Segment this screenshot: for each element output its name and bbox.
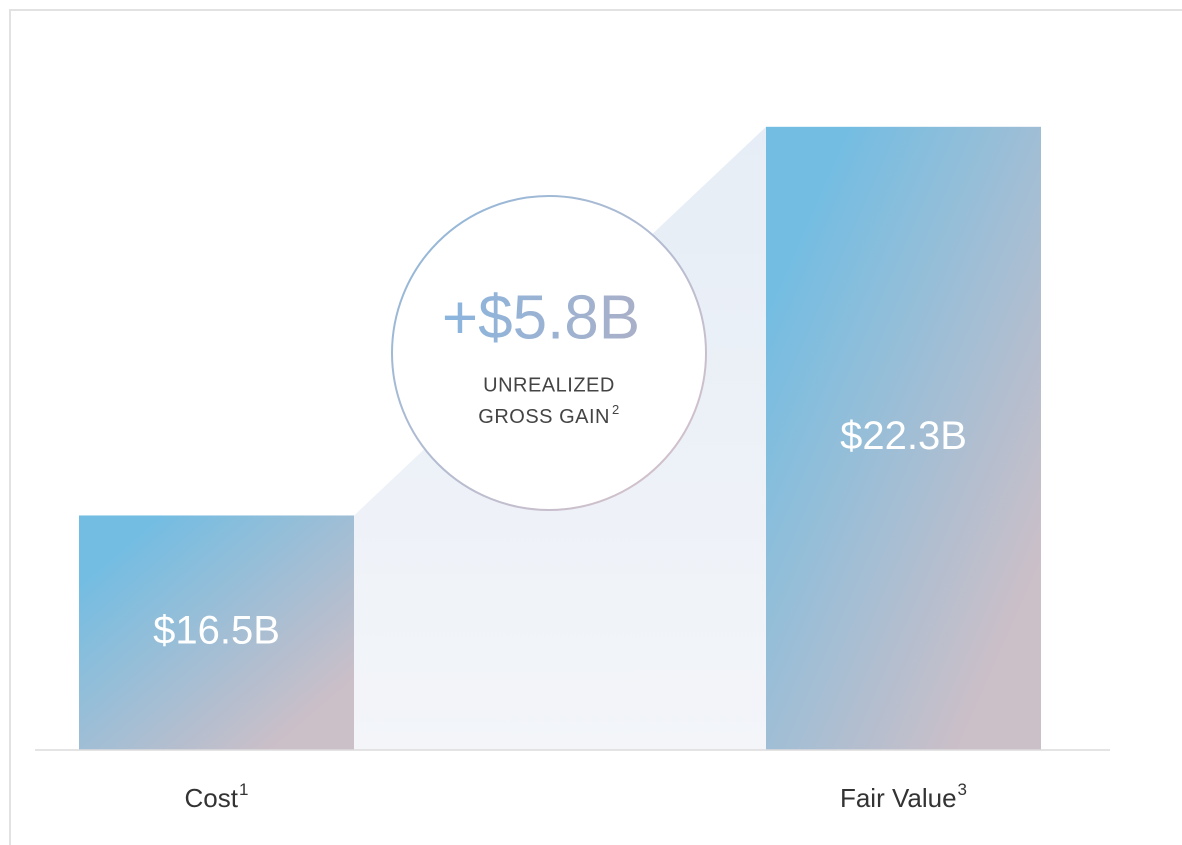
- gain-text: UNREALIZED: [483, 374, 615, 396]
- gain-value: +$5.8B: [442, 283, 640, 352]
- frame: [9, 9, 1182, 845]
- gain-circle: [391, 195, 707, 511]
- category-label: Fair Value3: [840, 780, 967, 812]
- gain-text: GROSS GAIN 2: [478, 402, 619, 428]
- category-name: Fair Value: [840, 783, 957, 813]
- footnote: 3: [958, 780, 967, 799]
- bar: [766, 126, 1041, 750]
- footnote: 2: [612, 402, 620, 417]
- category-label: Cost1: [185, 780, 249, 812]
- gain-text-line: GROSS GAIN: [478, 406, 610, 428]
- bar: [79, 515, 354, 750]
- footnote: 1: [239, 780, 248, 799]
- bar-value-label: $22.3B: [840, 414, 967, 458]
- bar-value-label: $16.5B: [153, 608, 280, 652]
- category-name: Cost: [185, 783, 239, 813]
